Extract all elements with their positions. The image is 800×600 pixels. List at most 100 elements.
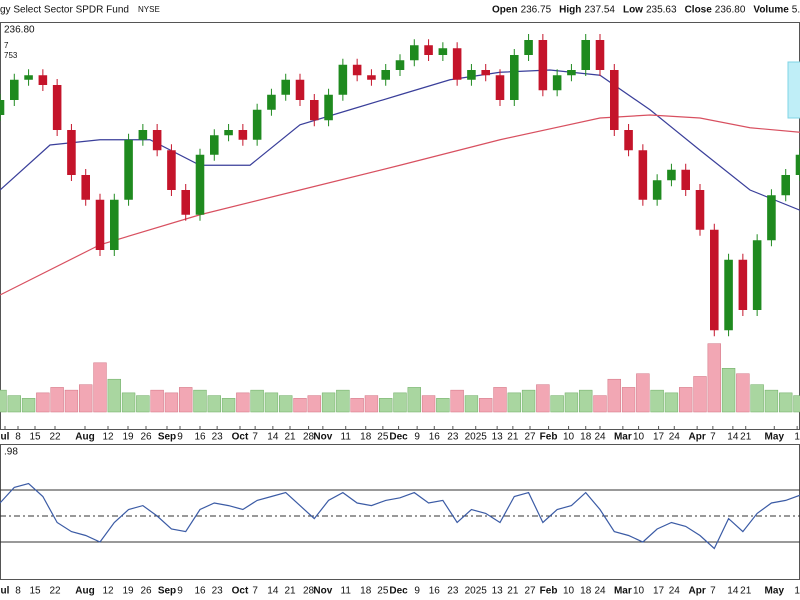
candle-body xyxy=(695,190,705,230)
volume-bar xyxy=(693,376,707,413)
candle-body xyxy=(224,130,233,136)
x-tick-label: 15 xyxy=(29,432,41,443)
x-tick-label: 2025 xyxy=(465,432,488,443)
x-tick-label: Mar xyxy=(614,586,632,597)
x-tick-label: 13 xyxy=(492,586,504,597)
candle-body xyxy=(624,130,633,151)
volume-bar xyxy=(521,389,536,413)
moving-average xyxy=(0,114,800,296)
quote-value: 236.75 xyxy=(521,5,552,16)
volume-bar xyxy=(550,395,564,413)
candle-body xyxy=(181,190,190,215)
x-tick-label: 11 xyxy=(341,432,352,443)
volume-bar xyxy=(636,373,650,413)
candle-body xyxy=(767,195,776,241)
volume-bar xyxy=(64,389,79,413)
candle-body xyxy=(510,55,519,100)
legend-fragment: 7 xyxy=(4,41,9,50)
volume-bar xyxy=(0,389,7,413)
x-tick-label: 2025 xyxy=(465,586,488,597)
candle-body xyxy=(67,130,76,175)
x-tick-label: Dec xyxy=(389,586,408,597)
x-tick-label: Feb xyxy=(540,586,558,597)
volume-bar xyxy=(136,395,150,413)
candle-body xyxy=(595,40,605,70)
x-tick-label: 27 xyxy=(524,432,536,443)
x-tick-label: 16 xyxy=(194,432,206,443)
volume-bar xyxy=(493,387,507,413)
x-tick-label: 1 xyxy=(794,586,800,597)
x-tick-label: Apr xyxy=(689,586,706,597)
candle-body xyxy=(438,48,448,55)
x-tick-label: 18 xyxy=(360,586,372,597)
x-tick-label: 24 xyxy=(669,432,681,443)
candle-body xyxy=(410,45,419,61)
candle-body xyxy=(0,100,5,115)
x-tick-label: Sep xyxy=(158,586,176,597)
x-tick-label: 14 xyxy=(267,432,279,443)
candle-body xyxy=(24,75,33,80)
candle-body xyxy=(295,79,305,100)
x-tick-label: ul xyxy=(1,432,10,443)
volume-bar xyxy=(221,398,236,413)
volume-bar xyxy=(579,389,593,413)
volume-bar xyxy=(507,392,521,413)
volume-bar xyxy=(193,389,207,413)
volume-bar xyxy=(450,389,464,413)
x-tick-label: 23 xyxy=(447,432,459,443)
exchange: NYSE xyxy=(138,5,160,14)
candle-body xyxy=(581,40,590,70)
x-tick-label: 8 xyxy=(15,432,21,443)
x-tick-label: 26 xyxy=(140,432,152,443)
candle-body xyxy=(95,199,105,250)
volume-bar xyxy=(707,343,721,413)
x-tick-label: 28 xyxy=(303,586,315,597)
x-tick-label: 14 xyxy=(727,432,739,443)
x-tick-label: 24 xyxy=(669,586,681,597)
candle-body xyxy=(724,259,733,331)
volume-bar xyxy=(407,387,421,413)
x-tick-label: 14 xyxy=(267,586,279,597)
x-tick-label: Mar xyxy=(614,432,632,443)
x-tick-label: May xyxy=(765,586,785,597)
volume-bar xyxy=(279,395,293,413)
volume-bar xyxy=(607,378,621,413)
volume-bar xyxy=(393,392,407,413)
volume-bar xyxy=(721,368,736,413)
x-tick-label: 12 xyxy=(102,432,114,443)
x-tick-label: 18 xyxy=(360,432,372,443)
x-tick-label: Aug xyxy=(75,432,94,443)
candle-body xyxy=(352,64,362,76)
candle-body xyxy=(395,60,405,70)
x-tick-label: 17 xyxy=(653,586,665,597)
x-tick-label: 10 xyxy=(563,586,575,597)
volume-bar xyxy=(364,395,379,413)
x-tick-label: 22 xyxy=(49,432,61,443)
candle-body xyxy=(710,229,719,331)
candle-body xyxy=(252,109,262,140)
volume-bar xyxy=(750,384,764,413)
x-tick-label: 21 xyxy=(507,586,519,597)
x-tick-label: 1 xyxy=(794,432,800,443)
quote-label: Low xyxy=(623,5,643,16)
volume-bar xyxy=(664,392,679,413)
volume-bar xyxy=(236,392,250,413)
volume-bar xyxy=(93,362,107,413)
candle-body xyxy=(152,130,162,151)
volume-bar xyxy=(107,378,121,413)
annotation-box xyxy=(787,61,800,119)
candle-body xyxy=(467,70,476,80)
volume-bar xyxy=(50,387,64,413)
candle-body xyxy=(795,154,800,175)
x-tick-label: 22 xyxy=(49,586,61,597)
candle-body xyxy=(52,85,62,130)
volume-bar xyxy=(736,373,750,413)
candle-body xyxy=(610,70,619,130)
volume-bar xyxy=(479,398,493,413)
candle-body xyxy=(338,64,348,95)
candle-body xyxy=(310,100,319,121)
x-tick-label: 9 xyxy=(177,432,183,443)
volume-bar xyxy=(593,395,607,413)
